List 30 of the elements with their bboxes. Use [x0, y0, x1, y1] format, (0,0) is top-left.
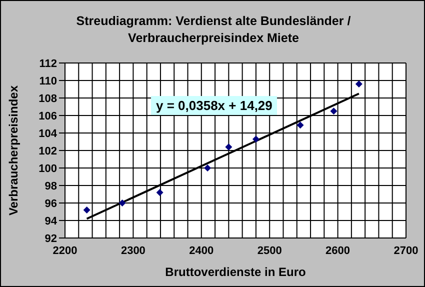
- y-tick-label: 98: [44, 180, 57, 192]
- point: [83, 206, 90, 214]
- point: [156, 189, 164, 196]
- x-tick-label: 2700: [394, 244, 418, 257]
- y-tick-label: 106: [38, 110, 57, 122]
- y-tick-label: 102: [38, 145, 57, 158]
- point: [225, 144, 232, 150]
- x-tick-label: 2400: [189, 244, 214, 257]
- point: [118, 200, 126, 206]
- point: [330, 108, 338, 115]
- x-tick-label: 2200: [52, 244, 78, 257]
- y-tick-label: 92: [44, 232, 57, 245]
- chart-title: Streudiagramm: Verdienst alte Bundesländer / Verbraucherpreisindex Miete: [75, 13, 352, 47]
- x-tick-label: 2300: [120, 244, 146, 257]
- x-tick-label: 2500: [257, 244, 282, 257]
- annotation: y = 0,0358x + 14,29: [151, 96, 278, 115]
- point: [296, 122, 304, 129]
- y-tick-label: 112: [39, 58, 57, 70]
- y-axis-title: Verbraucherpreisindex: [6, 85, 20, 216]
- y-tick-label: 100: [38, 162, 57, 175]
- x-tick-label: 2600: [326, 244, 350, 257]
- point: [204, 164, 212, 172]
- point: [355, 80, 362, 88]
- y-tick-label: 110: [39, 75, 57, 88]
- y-tick-label: 96: [44, 198, 57, 210]
- point: [252, 136, 260, 143]
- y-tick-label: 94: [44, 215, 58, 228]
- x-axis-title: Bruttoverdienste in Euro: [165, 265, 306, 279]
- y-tick-label: 108: [38, 92, 57, 105]
- y-tick-label: 104: [38, 128, 58, 140]
